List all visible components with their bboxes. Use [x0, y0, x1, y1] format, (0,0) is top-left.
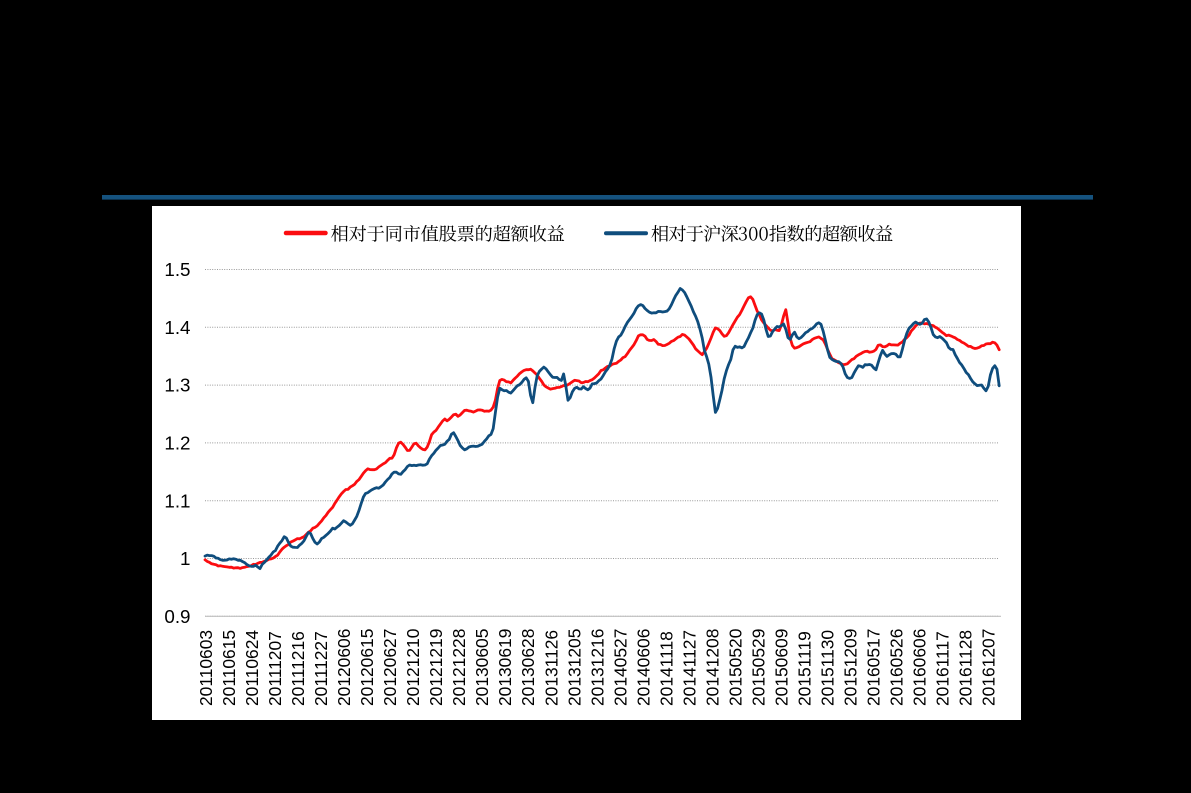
svg-text:1.4: 1.4 — [164, 317, 190, 338]
svg-text:20141208: 20141208 — [702, 629, 722, 706]
svg-text:1.3: 1.3 — [164, 375, 190, 396]
svg-text:20111227: 20111227 — [311, 631, 331, 706]
svg-text:20111216: 20111216 — [288, 631, 308, 706]
svg-text:20150529: 20150529 — [748, 629, 768, 706]
svg-text:20130605: 20130605 — [472, 629, 492, 706]
svg-text:20151130: 20151130 — [817, 630, 837, 706]
svg-text:20120615: 20120615 — [357, 629, 377, 706]
svg-text:20160526: 20160526 — [886, 629, 906, 706]
svg-text:20120627: 20120627 — [380, 629, 400, 706]
svg-text:20160606: 20160606 — [909, 629, 929, 706]
svg-text:20110615: 20110615 — [219, 630, 239, 706]
svg-text:20161207: 20161207 — [978, 629, 998, 706]
svg-text:1.5: 1.5 — [164, 259, 190, 280]
svg-text:20111207: 20111207 — [265, 631, 285, 706]
svg-text:20161117: 20161117 — [932, 631, 952, 706]
svg-text:20121219: 20121219 — [426, 629, 446, 706]
svg-text:20151119: 20151119 — [794, 631, 814, 706]
svg-text:20141118: 20141118 — [656, 631, 676, 706]
svg-text:20121228: 20121228 — [449, 629, 469, 706]
svg-text:20131216: 20131216 — [587, 629, 607, 706]
svg-text:1: 1 — [180, 548, 190, 569]
svg-text:20141127: 20141127 — [679, 630, 699, 706]
svg-text:20130619: 20130619 — [495, 629, 515, 706]
svg-text:20150609: 20150609 — [771, 629, 791, 706]
svg-text:20140527: 20140527 — [610, 629, 630, 706]
svg-text:20131126: 20131126 — [541, 630, 561, 706]
svg-text:20161128: 20161128 — [955, 630, 975, 706]
svg-text:1.2: 1.2 — [164, 433, 190, 454]
svg-text:20140606: 20140606 — [633, 629, 653, 706]
svg-text:20110624: 20110624 — [242, 630, 262, 706]
svg-text:20121210: 20121210 — [403, 629, 423, 706]
svg-text:20160517: 20160517 — [863, 629, 883, 706]
svg-text:20131205: 20131205 — [564, 629, 584, 706]
svg-text:1.1: 1.1 — [164, 490, 190, 511]
svg-text:20120606: 20120606 — [334, 629, 354, 706]
svg-text:20150520: 20150520 — [725, 629, 745, 706]
svg-text:20151209: 20151209 — [840, 629, 860, 706]
svg-text:0.9: 0.9 — [164, 606, 190, 627]
svg-text:20110603: 20110603 — [196, 630, 216, 706]
svg-text:20130628: 20130628 — [518, 629, 538, 706]
